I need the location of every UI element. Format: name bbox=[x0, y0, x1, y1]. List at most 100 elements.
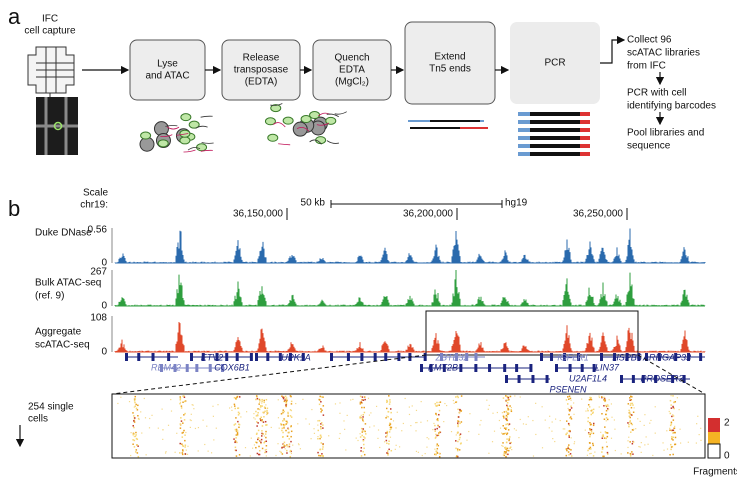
heatmap-cell bbox=[573, 441, 576, 443]
heatmap-cell bbox=[339, 402, 341, 404]
heatmap-cell bbox=[415, 409, 418, 412]
heatmap-cell bbox=[180, 420, 183, 422]
heatmap-cell bbox=[320, 423, 322, 425]
heatmap-cell bbox=[180, 405, 183, 407]
exon bbox=[474, 353, 478, 361]
heatmap-cell bbox=[289, 450, 291, 453]
heatmap-cell bbox=[258, 453, 260, 456]
exon bbox=[330, 353, 333, 361]
heatmap-cell bbox=[502, 415, 505, 418]
heatmap-cell bbox=[361, 399, 363, 401]
heatmap-cell bbox=[383, 441, 386, 443]
heatmap-cell bbox=[522, 423, 525, 425]
heatmap-cell bbox=[601, 448, 604, 450]
exon bbox=[580, 364, 584, 372]
heatmap-cell bbox=[138, 418, 140, 420]
track-min: 0 bbox=[101, 258, 107, 269]
heatmap-cell bbox=[679, 428, 681, 430]
heatmap-cell bbox=[629, 397, 631, 399]
heatmap-cell bbox=[417, 451, 419, 453]
heatmap-cell bbox=[385, 417, 387, 419]
step-label: and ATAC bbox=[145, 71, 189, 82]
heatmap-cell bbox=[639, 420, 641, 422]
cell bbox=[325, 116, 337, 125]
heatmap-cell bbox=[386, 399, 388, 402]
heatmap-cell bbox=[507, 449, 510, 452]
downstream-label: Pool libraries and bbox=[627, 128, 704, 139]
heatmap-cell bbox=[507, 429, 510, 431]
heatmap-cell bbox=[491, 441, 494, 443]
heatmap-cell bbox=[591, 412, 594, 415]
heatmap-cell bbox=[588, 447, 591, 450]
heatmap-cell bbox=[670, 421, 673, 424]
heatmap-cell bbox=[408, 406, 410, 408]
heatmap-cell bbox=[505, 414, 508, 417]
heatmap-cell bbox=[370, 412, 372, 414]
heatmap-cell bbox=[290, 435, 292, 438]
heatmap-cell bbox=[589, 433, 592, 436]
heatmap-cell bbox=[608, 399, 610, 401]
heatmap-cell bbox=[252, 447, 254, 449]
heatmap-cell bbox=[144, 417, 147, 419]
heatmap-cell bbox=[284, 423, 286, 426]
heatmap-cell bbox=[287, 412, 289, 415]
heatmap-cell bbox=[282, 420, 284, 422]
heatmap-cell bbox=[133, 421, 136, 423]
cell bbox=[282, 116, 294, 125]
heatmap-cell bbox=[505, 451, 507, 453]
heatmap-cell bbox=[387, 454, 389, 456]
heatmap-cell bbox=[569, 429, 571, 432]
heatmap-cell bbox=[132, 425, 135, 427]
cell bbox=[270, 104, 282, 113]
heatmap-cell bbox=[411, 405, 413, 407]
heatmap-cell bbox=[132, 412, 134, 414]
heatmap-cell bbox=[190, 419, 192, 422]
heatmap-cell bbox=[289, 455, 292, 458]
heatmap-cell bbox=[669, 454, 671, 456]
heatmap-cell bbox=[363, 411, 366, 414]
heatmap-cell bbox=[670, 446, 673, 448]
heatmap-cell bbox=[377, 429, 380, 431]
heatmap-cell bbox=[363, 436, 365, 438]
gene-label: PROSER3 bbox=[640, 373, 683, 383]
zoom-guide bbox=[111, 354, 706, 395]
heatmap-cell bbox=[161, 408, 163, 410]
heatmap-cell bbox=[238, 454, 241, 456]
heatmap-cell bbox=[133, 420, 135, 422]
heatmap-cell bbox=[505, 428, 507, 431]
heatmap-cell bbox=[505, 427, 508, 429]
heatmap-cell bbox=[284, 395, 287, 398]
heatmap-cell bbox=[194, 427, 197, 430]
heatmap-cell bbox=[263, 399, 265, 402]
heatmap-cell bbox=[319, 455, 322, 457]
heatmap-cell bbox=[508, 398, 510, 401]
heatmap-cell bbox=[629, 411, 631, 413]
heatmap-cell bbox=[650, 419, 652, 422]
downstream-label: scATAC libraries bbox=[627, 48, 700, 59]
heatmap-cell bbox=[436, 452, 439, 454]
heatmap-cell bbox=[137, 404, 139, 407]
heatmap-cell bbox=[179, 402, 181, 405]
heatmap-cell bbox=[458, 449, 461, 451]
heatmap-cell bbox=[672, 436, 674, 439]
heatmap-cell bbox=[390, 418, 392, 420]
heatmap-cell bbox=[179, 397, 182, 400]
exon bbox=[592, 364, 596, 372]
heatmap-cell bbox=[197, 450, 199, 452]
heatmap-cell bbox=[317, 451, 319, 454]
heatmap-cell bbox=[459, 433, 462, 435]
cell bbox=[267, 133, 279, 142]
heatmap-cell bbox=[322, 446, 324, 448]
heatmap-cell bbox=[592, 411, 594, 414]
heatmap-cell bbox=[266, 413, 268, 416]
heatmap-cell bbox=[179, 427, 182, 429]
heatmap-cell bbox=[594, 451, 596, 453]
heatmap-cell bbox=[592, 422, 595, 425]
heatmap-cell bbox=[630, 402, 632, 405]
heatmap-cell bbox=[566, 449, 568, 452]
heatmap-cell bbox=[264, 449, 267, 451]
heatmap-cell bbox=[258, 453, 261, 456]
heatmap-cell bbox=[288, 445, 291, 448]
heatmap-cell bbox=[322, 405, 325, 407]
heatmap-cell bbox=[287, 411, 289, 414]
